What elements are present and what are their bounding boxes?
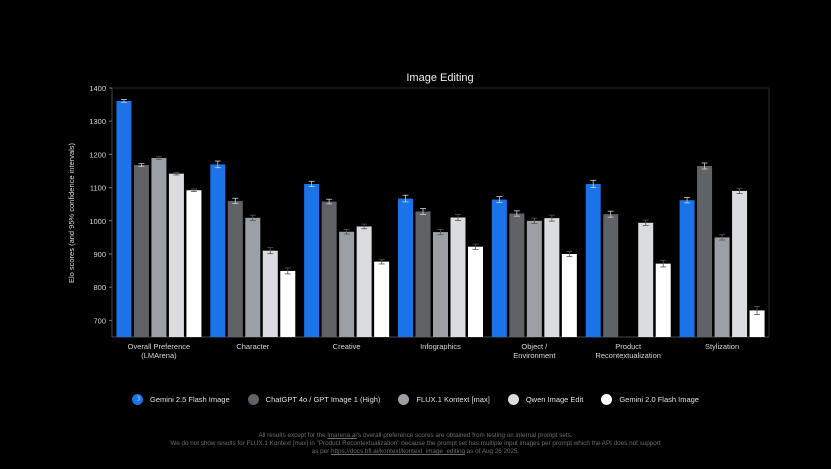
y-tick-label: 1100	[90, 184, 106, 193]
bar	[210, 164, 226, 337]
legend-item: Gemini 2.0 Flash Image	[601, 394, 699, 405]
bar	[433, 232, 448, 337]
x-tick-label-line: Stylization	[705, 342, 739, 351]
x-tick-label-line: Product	[615, 342, 642, 351]
footnote-text: as of Aug 26 2025.	[465, 448, 520, 455]
footnote: All results except for the lmarena.ai's …	[0, 432, 831, 456]
bar	[374, 261, 390, 337]
x-tick-label-line: Character	[236, 342, 269, 351]
x-tick-label-line: Object /	[521, 342, 548, 351]
legend-label: Gemini 2.5 Flash Image	[150, 395, 230, 404]
banana-icon: ☽	[134, 396, 141, 403]
legend-label: FLUX.1 Kontext [max]	[416, 395, 490, 404]
x-tick-label-line: Infographics	[420, 342, 461, 351]
bar	[304, 183, 320, 337]
y-axis-label: Elo scores (and 95% confidence intervals…	[67, 142, 76, 283]
bar	[186, 190, 202, 337]
legend-swatch	[398, 394, 410, 405]
legend-swatch	[507, 394, 519, 405]
bar	[585, 183, 601, 337]
bar	[339, 231, 355, 337]
x-tick-label: Stylization	[705, 342, 739, 351]
bar	[415, 211, 431, 337]
bfl-docs-link[interactable]: https://docs.bfl.ai/kontext/kontext_imag…	[330, 448, 466, 455]
x-tick-label-line: Recontextualization	[595, 351, 660, 360]
y-tick-label: 700	[93, 316, 106, 325]
bar	[468, 246, 483, 337]
bar	[356, 226, 372, 337]
bar	[116, 100, 132, 337]
y-tick-label: 1400	[89, 84, 106, 93]
bar	[679, 200, 695, 337]
legend-item: ☽ Gemini 2.5 Flash Image	[132, 394, 230, 405]
x-tick-label-line: Environment	[513, 351, 556, 360]
bar	[280, 270, 296, 337]
bar	[321, 201, 337, 337]
legend-label: ChatGPT 4o / GPT Image 1 (High)	[265, 395, 381, 404]
y-tick-label: 900	[93, 250, 106, 259]
footnote-line-1: All results except for the lmarena.ai's …	[0, 432, 831, 440]
x-tick-label: Object / Environment	[513, 342, 556, 360]
legend-item: ChatGPT 4o / GPT Image 1 (High)	[247, 394, 381, 405]
x-tick-label-line: Overall Preference	[128, 342, 191, 351]
bar	[491, 199, 507, 337]
bar	[638, 222, 654, 337]
footnote-line-3: as per https://docs.bfl.ai/kontext/konte…	[0, 448, 831, 456]
chart-title: Image Editing	[406, 72, 473, 84]
x-tick-label-line: (LMArena)	[141, 351, 177, 360]
bar	[544, 218, 560, 337]
x-tick-label: Character	[236, 342, 269, 351]
bar	[133, 165, 149, 337]
bar	[603, 214, 619, 337]
legend-item: FLUX.1 Kontext [max]	[398, 394, 490, 405]
bar	[714, 237, 730, 337]
footnote-text: as per	[311, 448, 331, 455]
x-tick-label: Creative	[333, 342, 361, 351]
legend-swatch	[601, 394, 613, 405]
x-tick-label-line: Creative	[333, 342, 361, 351]
chart-legend: ☽ Gemini 2.5 Flash Image ChatGPT 4o / GPT …	[0, 394, 831, 405]
bar	[526, 220, 542, 337]
x-tick-label: Overall Preference (LMArena)	[128, 342, 191, 360]
x-tick-label: Infographics	[420, 342, 461, 351]
bar	[168, 173, 184, 337]
bar	[732, 190, 748, 337]
bar	[655, 263, 671, 337]
footnote-text: 's overall preference scores are obtaine…	[356, 432, 573, 439]
y-tick-label: 800	[93, 283, 106, 292]
bar	[245, 217, 261, 337]
bar	[749, 310, 765, 337]
bar	[697, 166, 713, 337]
plot-area: 700 800 900 1000 1100 1200 1300 1400 Overall Pre…	[89, 84, 770, 360]
legend-item: Qwen Image Edit	[507, 394, 584, 405]
legend-swatch	[247, 394, 259, 405]
bar	[262, 250, 278, 337]
lmarena-link[interactable]: lmarena.ai	[327, 432, 357, 439]
legend-swatch: ☽	[132, 394, 144, 405]
bar	[151, 158, 167, 337]
bar	[227, 200, 243, 337]
legend-label: Qwen Image Edit	[525, 395, 584, 404]
bar	[561, 254, 577, 337]
legend-label: Gemini 2.0 Flash Image	[619, 395, 699, 404]
y-tick-label: 1300	[89, 117, 106, 126]
bar	[450, 217, 466, 337]
x-tick-label: Product Recontextualization	[595, 342, 660, 360]
footnote-line-2: We do not show results for FLUX.1 Kontex…	[170, 440, 661, 447]
y-tick-label: 1000	[89, 217, 106, 226]
footnote-text: All results except for the	[258, 432, 328, 439]
bar	[509, 213, 525, 337]
bar	[398, 198, 413, 337]
y-tick-label: 1200	[89, 150, 106, 159]
